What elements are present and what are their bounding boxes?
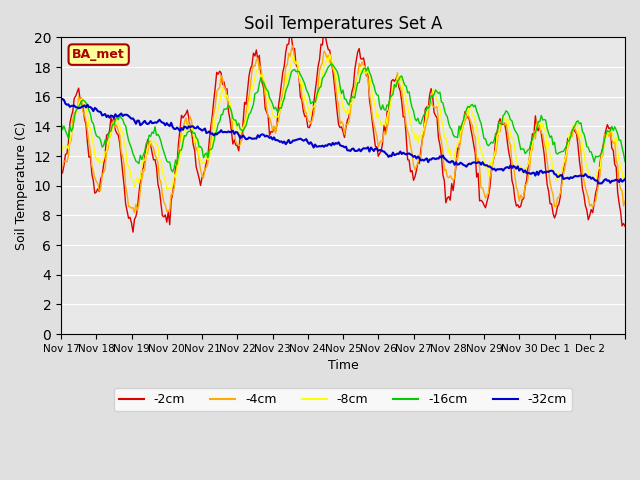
-32cm	[109, 113, 116, 119]
-8cm	[435, 101, 442, 107]
-16cm	[452, 134, 460, 140]
-2cm	[107, 115, 115, 120]
Line: -4cm: -4cm	[61, 46, 625, 213]
-32cm	[433, 156, 441, 161]
-2cm	[70, 96, 78, 101]
-2cm	[358, 56, 366, 62]
-32cm	[291, 138, 298, 144]
-2cm	[320, 24, 328, 30]
Y-axis label: Soil Temperature (C): Soil Temperature (C)	[15, 121, 28, 250]
-32cm	[598, 180, 605, 186]
-32cm	[72, 104, 79, 110]
-16cm	[435, 91, 442, 96]
Line: -16cm: -16cm	[61, 64, 625, 172]
-8cm	[70, 116, 78, 121]
-2cm	[452, 162, 460, 168]
Text: BA_met: BA_met	[72, 48, 125, 61]
-8cm	[291, 58, 298, 63]
-16cm	[70, 116, 78, 121]
X-axis label: Time: Time	[328, 360, 358, 372]
-8cm	[452, 146, 460, 152]
-8cm	[107, 131, 115, 136]
-16cm	[328, 61, 335, 67]
Line: -2cm: -2cm	[61, 27, 625, 232]
-8cm	[621, 173, 629, 179]
-16cm	[107, 128, 115, 134]
-4cm	[292, 60, 300, 65]
-4cm	[57, 163, 65, 169]
-8cm	[326, 51, 333, 57]
Legend: -2cm, -4cm, -8cm, -16cm, -32cm: -2cm, -4cm, -8cm, -16cm, -32cm	[114, 388, 572, 411]
-16cm	[169, 169, 177, 175]
Title: Soil Temperatures Set A: Soil Temperatures Set A	[244, 15, 442, 33]
-4cm	[435, 119, 442, 125]
-8cm	[57, 140, 65, 145]
-4cm	[358, 59, 366, 65]
-16cm	[291, 67, 298, 72]
-16cm	[621, 159, 629, 165]
-4cm	[107, 132, 115, 137]
-32cm	[57, 97, 65, 103]
-2cm	[129, 229, 137, 235]
-8cm	[163, 187, 171, 192]
-4cm	[621, 198, 629, 204]
Line: -8cm: -8cm	[61, 54, 625, 190]
-4cm	[289, 43, 297, 48]
-2cm	[291, 46, 298, 51]
-32cm	[621, 176, 629, 182]
-32cm	[356, 148, 364, 154]
-4cm	[131, 210, 138, 216]
-4cm	[452, 155, 460, 161]
-2cm	[435, 135, 442, 141]
-8cm	[358, 69, 366, 74]
-16cm	[358, 70, 366, 75]
-16cm	[57, 120, 65, 125]
-2cm	[57, 168, 65, 174]
-4cm	[70, 110, 78, 116]
-32cm	[451, 162, 458, 168]
Line: -32cm: -32cm	[61, 99, 625, 183]
-2cm	[621, 223, 629, 229]
-32cm	[59, 96, 67, 102]
